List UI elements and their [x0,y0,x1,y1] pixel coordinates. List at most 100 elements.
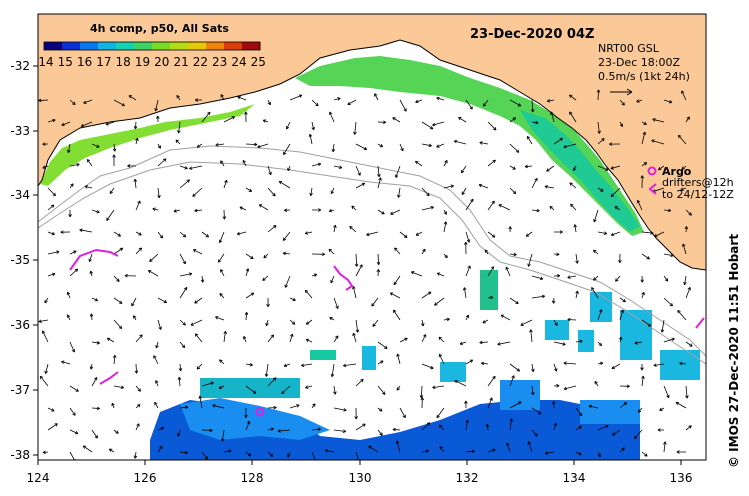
current-vector [311,451,318,460]
current-vector [304,231,313,235]
current-vector [410,271,423,277]
colorbar-tick-label: 20 [154,55,169,69]
current-vector [420,397,425,409]
current-vector [354,407,358,420]
current-vector [465,265,471,277]
sst-patch-east4 [578,330,594,352]
current-vector [527,253,533,267]
current-vector [304,289,313,299]
current-vector [443,317,450,322]
current-vector [155,380,159,387]
current-vector [641,451,648,457]
current-vector [212,404,225,409]
current-vector [133,315,137,321]
current-vector [157,158,167,167]
current-vector [88,253,93,262]
current-vector [330,187,335,194]
colorbar-tick-label: 21 [173,55,188,69]
current-vector [525,231,533,237]
current-vector [372,319,379,327]
current-vector [436,407,445,419]
current-vector [509,375,515,387]
current-vector [419,385,424,399]
current-vector [399,231,408,238]
current-vector [113,99,125,107]
current-vector [179,165,188,170]
current-vector [175,139,181,145]
current-vector [641,121,647,125]
current-vector [311,208,322,212]
current-vector [443,221,448,233]
current-vector [368,445,379,453]
current-vector [89,363,94,370]
current-vector [133,121,138,130]
current-vector [526,136,533,145]
current-vector [178,363,183,372]
current-vector [328,208,335,213]
current-vector [593,209,599,223]
current-vector [454,379,467,387]
current-vector [652,118,665,123]
current-vector [41,330,49,343]
current-vector [531,363,535,372]
current-vector [663,208,672,213]
current-vector [91,429,98,439]
current-vector [66,314,71,321]
current-vector [47,231,55,236]
current-vector [553,137,564,145]
current-vector [155,341,159,349]
current-vector [594,380,599,387]
current-vector [201,381,214,387]
current-vector [619,447,625,453]
current-vector [152,207,159,211]
current-legend-time: 23-Dec 18:00Z [598,56,680,69]
colorbar-tick-labels: 14 15 16 17 18 19 20 21 22 23 24 25 [38,55,266,69]
current-vector [267,405,277,410]
coastline [38,39,706,271]
colorbar-swatch [116,42,135,50]
current-vector [597,341,603,346]
current-vector [641,319,652,327]
current-vector [198,395,203,409]
current-vector [281,385,291,394]
current-vector [596,89,601,101]
current-vector [262,275,269,281]
current-vector [38,98,49,103]
current-vector [377,407,383,412]
current-vector [134,363,139,374]
current-vector [421,143,432,148]
current-vector [464,400,468,409]
argo-legend-label: Argo [662,165,692,178]
current-vector [393,309,401,321]
current-vector [245,253,254,260]
current-vector [177,429,181,437]
current-vector [347,99,357,105]
current-vector [654,231,665,238]
current-vector [215,316,225,321]
y-tick-label: -37 [10,383,30,397]
current-vector [377,429,383,436]
current-vector [47,118,56,123]
current-vector [415,231,423,236]
current-vector [618,253,622,263]
current-vector [550,111,555,123]
y-tick-label: -33 [10,124,30,138]
current-vector [509,99,522,107]
x-tick-label: 124 [27,471,50,485]
current-vector [157,187,161,199]
current-vector [267,225,277,233]
current-vector [395,440,401,453]
current-vector [479,340,489,345]
current-vector [421,205,434,211]
current-vector [157,297,167,304]
current-vector [287,165,291,172]
current-vector [569,94,577,101]
current-vector [236,231,247,236]
current-vector [614,206,621,211]
current-vector [421,121,434,130]
current-vector [220,429,225,442]
current-vector [641,291,645,299]
current-vector [289,297,296,302]
current-vector [60,230,71,234]
sst-patch-mid3 [440,362,466,382]
